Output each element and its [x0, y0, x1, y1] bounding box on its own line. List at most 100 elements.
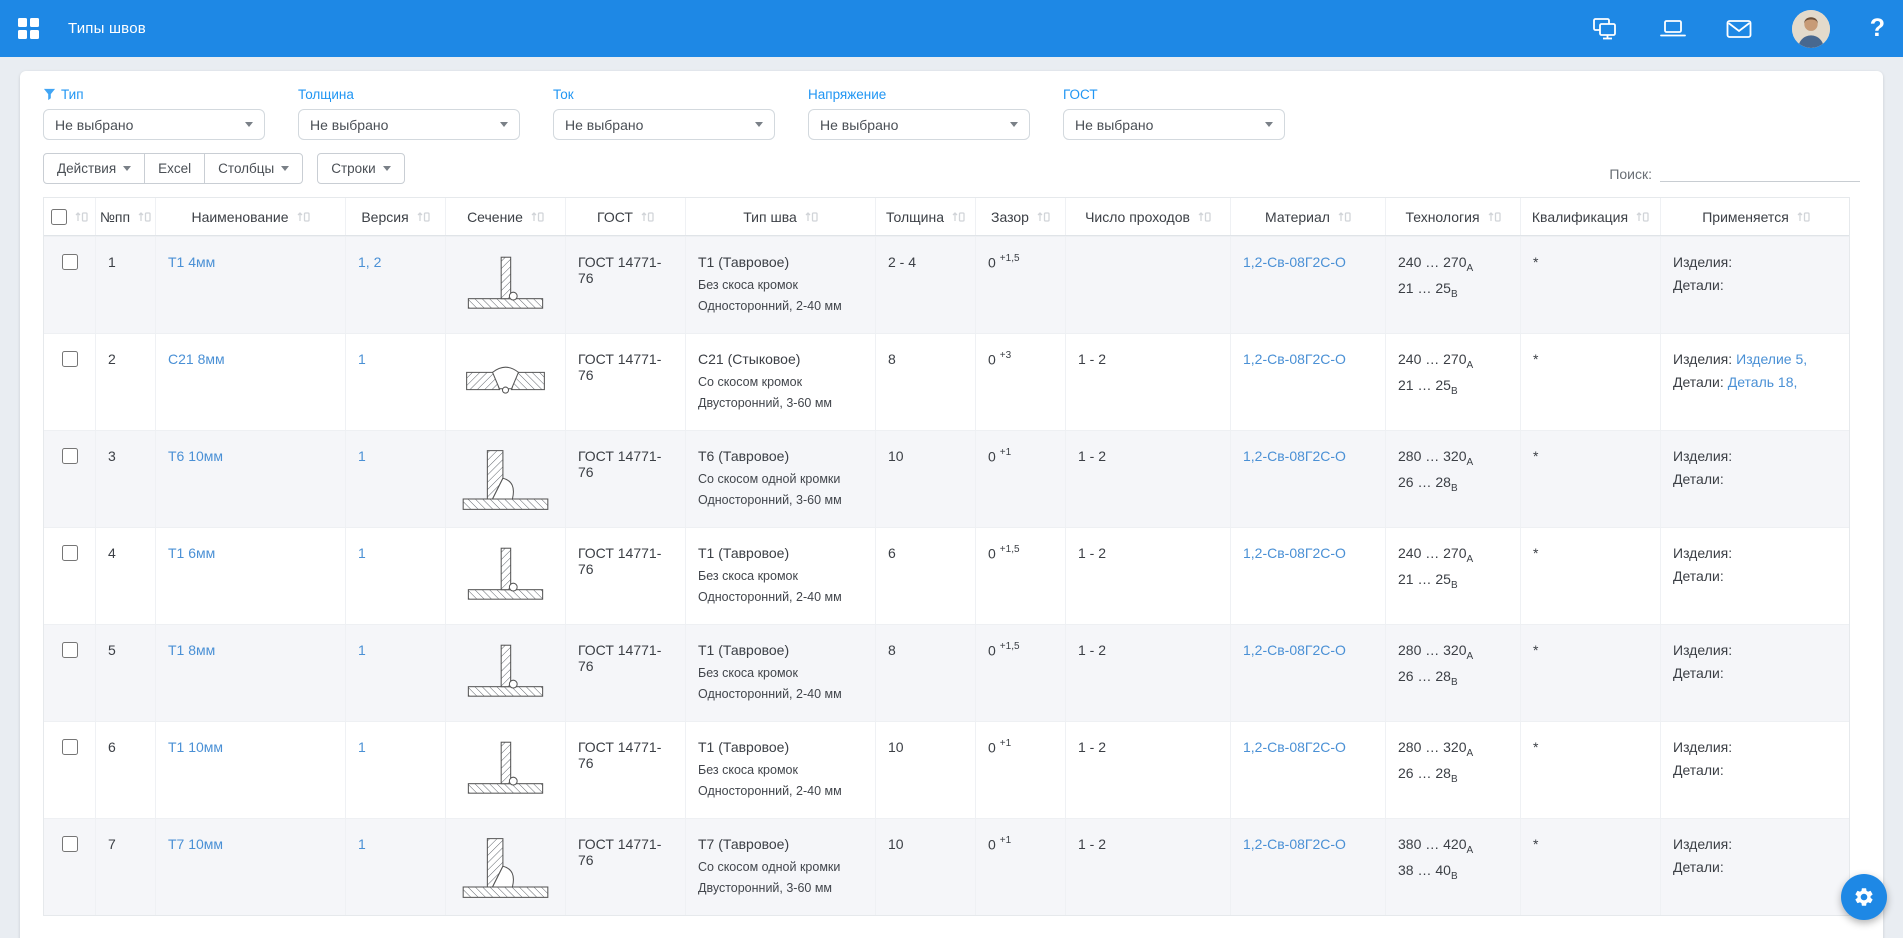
- sort-icon[interactable]: [137, 210, 151, 223]
- seam-name-link[interactable]: Т1 8мм: [168, 642, 216, 658]
- row-checkbox[interactable]: [61, 739, 78, 755]
- gost-value: ГОСТ 14771-76: [566, 625, 686, 721]
- material-link[interactable]: 1,2-Св-08Г2С-О: [1243, 351, 1346, 367]
- displays-icon[interactable]: [1592, 17, 1620, 41]
- thickness-value: 2 - 4: [876, 237, 976, 333]
- column-header-section[interactable]: Сечение: [446, 198, 566, 235]
- material-link[interactable]: 1,2-Св-08Г2С-О: [1243, 254, 1346, 270]
- version-link[interactable]: 1: [358, 351, 366, 367]
- qualification-value: *: [1521, 431, 1661, 527]
- mail-icon[interactable]: [1726, 19, 1752, 39]
- column-header-num[interactable]: №пп: [96, 198, 156, 235]
- sort-icon[interactable]: [640, 210, 654, 223]
- settings-fab[interactable]: [1841, 874, 1887, 920]
- row-checkbox[interactable]: [61, 545, 78, 561]
- filter-gost: ГОСТ Не выбрано: [1063, 87, 1285, 140]
- column-header-qualification[interactable]: Квалификация: [1521, 198, 1661, 235]
- rows-button[interactable]: Строки: [317, 153, 405, 184]
- seam-name-link[interactable]: С21 8мм: [168, 351, 225, 367]
- passes-value: 1 - 2: [1066, 431, 1231, 527]
- voltage-select[interactable]: Не выбрано: [808, 109, 1030, 140]
- filter-type: Тип Не выбрано: [43, 87, 265, 140]
- search-input[interactable]: [1660, 160, 1860, 182]
- seam-name-link[interactable]: Т7 10мм: [168, 836, 224, 852]
- applies-cell: Изделия: Изделие 5, Детали: Деталь 18,: [1673, 351, 1808, 390]
- row-checkbox[interactable]: [61, 836, 78, 852]
- column-header-material[interactable]: Материал: [1231, 198, 1386, 235]
- passes-value: 1 - 2: [1066, 819, 1231, 915]
- column-header-gost[interactable]: ГОСТ: [566, 198, 686, 235]
- qualification-value: *: [1521, 722, 1661, 818]
- sort-icon[interactable]: [416, 210, 430, 223]
- seam-name-link[interactable]: Т1 4мм: [168, 254, 216, 270]
- seam-type-cell: Т1 (Тавровое) Без скоса кромок Односторо…: [686, 237, 876, 333]
- actions-button[interactable]: Действия: [43, 153, 146, 184]
- column-header-seam-type[interactable]: Тип шва: [686, 198, 876, 235]
- column-header-technology[interactable]: Технология: [1386, 198, 1521, 235]
- column-header-applies[interactable]: Применяется: [1661, 198, 1851, 235]
- apps-grid-icon[interactable]: [18, 17, 40, 40]
- material-link[interactable]: 1,2-Св-08Г2С-О: [1243, 642, 1346, 658]
- select-all-checkbox[interactable]: [51, 208, 67, 225]
- material-link[interactable]: 1,2-Св-08Г2С-О: [1243, 448, 1346, 464]
- thickness-select[interactable]: Не выбрано: [298, 109, 520, 140]
- gost-select[interactable]: Не выбрано: [1063, 109, 1285, 140]
- column-header-passes[interactable]: Число проходов: [1066, 198, 1231, 235]
- column-header-thickness[interactable]: Толщина: [876, 198, 976, 235]
- product-link[interactable]: Изделие 5,: [1736, 351, 1808, 367]
- help-icon[interactable]: ?: [1869, 14, 1885, 42]
- column-header-version[interactable]: Версия: [346, 198, 446, 235]
- row-checkbox[interactable]: [61, 642, 78, 658]
- table-row: 4 Т1 6мм 1 ГОСТ 14771-76 Т1 (Тавров: [44, 527, 1849, 624]
- seam-name-link[interactable]: Т1 10мм: [168, 739, 224, 755]
- table-row: 7 Т7 10мм 1 ГОСТ 14771-76 Т7 (Тавро: [44, 818, 1849, 915]
- row-checkbox[interactable]: [61, 448, 78, 464]
- material-link[interactable]: 1,2-Св-08Г2С-О: [1243, 545, 1346, 561]
- sort-icon[interactable]: [1036, 210, 1050, 223]
- sort-icon[interactable]: [804, 210, 818, 223]
- row-checkbox[interactable]: [61, 351, 78, 367]
- table-toolbar: Действия Excel Столбцы Строки Поиск:: [43, 153, 1860, 184]
- applies-cell: Изделия: Детали:: [1673, 254, 1733, 293]
- version-link[interactable]: 1: [358, 642, 366, 658]
- sort-icon[interactable]: [1337, 210, 1351, 223]
- material-link[interactable]: 1,2-Св-08Г2С-О: [1243, 739, 1346, 755]
- type-select[interactable]: Не выбрано: [43, 109, 265, 140]
- technology-cell: 240 … 270А 21 … 25В: [1386, 528, 1521, 624]
- version-link[interactable]: 1: [358, 448, 366, 464]
- version-link[interactable]: 1: [358, 836, 366, 852]
- column-header-gap[interactable]: Зазор: [976, 198, 1066, 235]
- sort-icon[interactable]: [1796, 210, 1810, 223]
- select-all-header[interactable]: [44, 198, 96, 235]
- filter-label: Толщина: [298, 87, 354, 102]
- laptop-icon[interactable]: [1659, 19, 1686, 39]
- chevron-down-icon: [755, 122, 763, 127]
- passes-value: [1066, 237, 1231, 333]
- current-select[interactable]: Не выбрано: [553, 109, 775, 140]
- top-bar: Типы швов: [0, 0, 1903, 57]
- version-link[interactable]: 1: [358, 545, 366, 561]
- material-link[interactable]: 1,2-Св-08Г2С-О: [1243, 836, 1346, 852]
- seam-name-link[interactable]: Т6 10мм: [168, 448, 224, 464]
- sort-icon[interactable]: [1487, 210, 1501, 223]
- seam-name-link[interactable]: Т1 6мм: [168, 545, 216, 561]
- sort-icon[interactable]: [296, 210, 310, 223]
- sort-icon[interactable]: [1197, 210, 1211, 223]
- qualification-value: *: [1521, 819, 1661, 915]
- row-checkbox[interactable]: [61, 254, 78, 270]
- seam-type-cell: Т1 (Тавровое) Без скоса кромок Односторо…: [686, 722, 876, 818]
- detail-link[interactable]: Деталь 18,: [1727, 374, 1798, 390]
- sort-icon[interactable]: [951, 210, 965, 223]
- sort-icon[interactable]: [74, 210, 88, 223]
- gear-icon: [1855, 888, 1873, 906]
- sort-icon[interactable]: [530, 210, 544, 223]
- version-link[interactable]: 1: [358, 739, 366, 755]
- excel-button[interactable]: Excel: [144, 153, 206, 184]
- columns-button[interactable]: Столбцы: [204, 153, 304, 184]
- sort-icon[interactable]: [1635, 210, 1649, 223]
- user-avatar[interactable]: [1791, 9, 1830, 48]
- seam-type-cell: Т1 (Тавровое) Без скоса кромок Односторо…: [686, 625, 876, 721]
- version-link[interactable]: 1, 2: [358, 254, 382, 270]
- gap-value: 0 +1: [976, 431, 1066, 527]
- column-header-name[interactable]: Наименование: [156, 198, 346, 235]
